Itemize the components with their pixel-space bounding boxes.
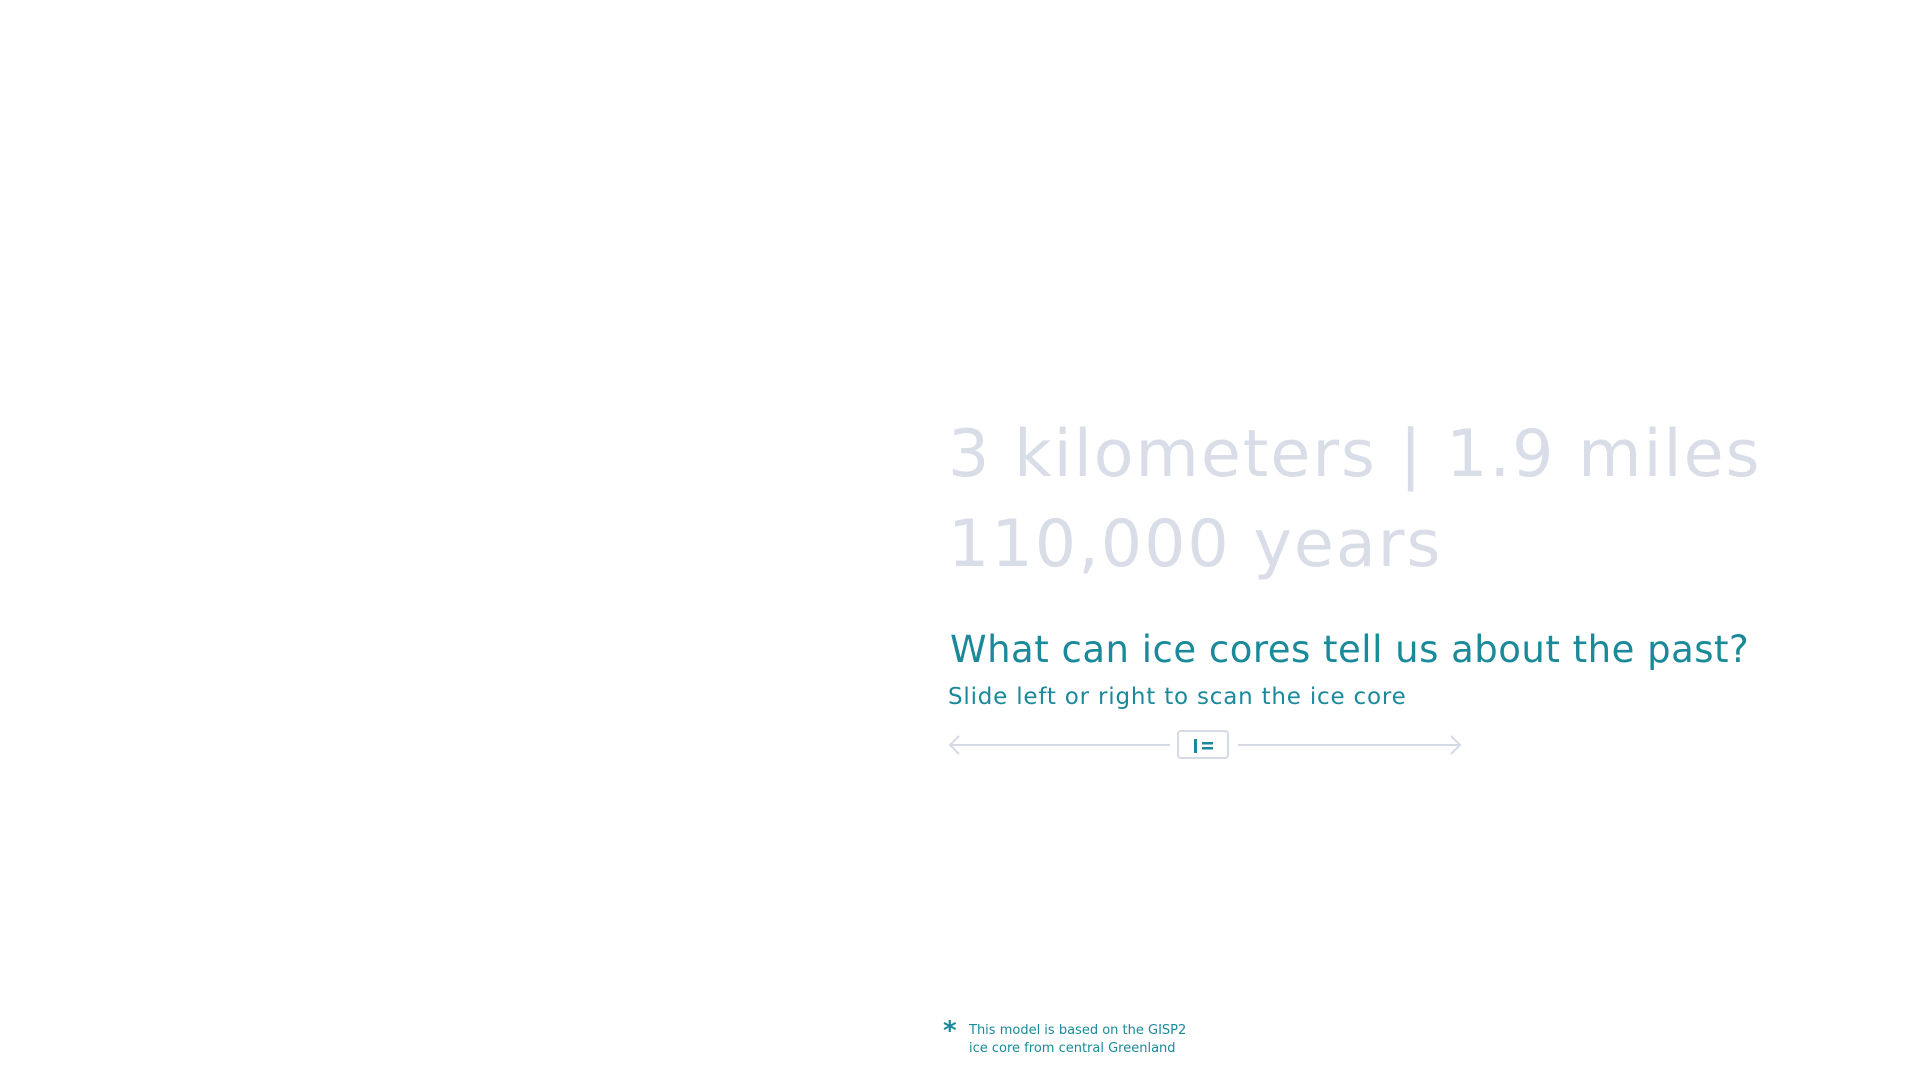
page-title: What can ice cores tell us about the pas… (950, 628, 1750, 671)
hero-stats: 3 kilometers | 1.9 miles 110,000 years (948, 410, 1848, 590)
arrow-right-icon[interactable] (1450, 735, 1462, 755)
slider-instruction: Slide left or right to scan the ice core (948, 684, 1407, 710)
depth-stat: 3 kilometers | 1.9 miles (948, 417, 1762, 492)
slider-handle[interactable] (1177, 730, 1229, 759)
asterisk-icon: * (943, 1016, 957, 1046)
grip-icon (1194, 739, 1213, 753)
footnote-line-1: This model is based on the GISP2 (969, 1023, 1187, 1038)
ice-core-slider[interactable] (948, 728, 1462, 762)
footnote-text: This model is based on the GISP2 ice cor… (969, 1022, 1186, 1058)
slider-track (948, 735, 1462, 755)
footnote-line-2: ice core from central Greenland (969, 1041, 1176, 1056)
age-stat: 110,000 years (948, 507, 1443, 582)
footnote: * This model is based on the GISP2 ice c… (943, 1016, 1186, 1058)
